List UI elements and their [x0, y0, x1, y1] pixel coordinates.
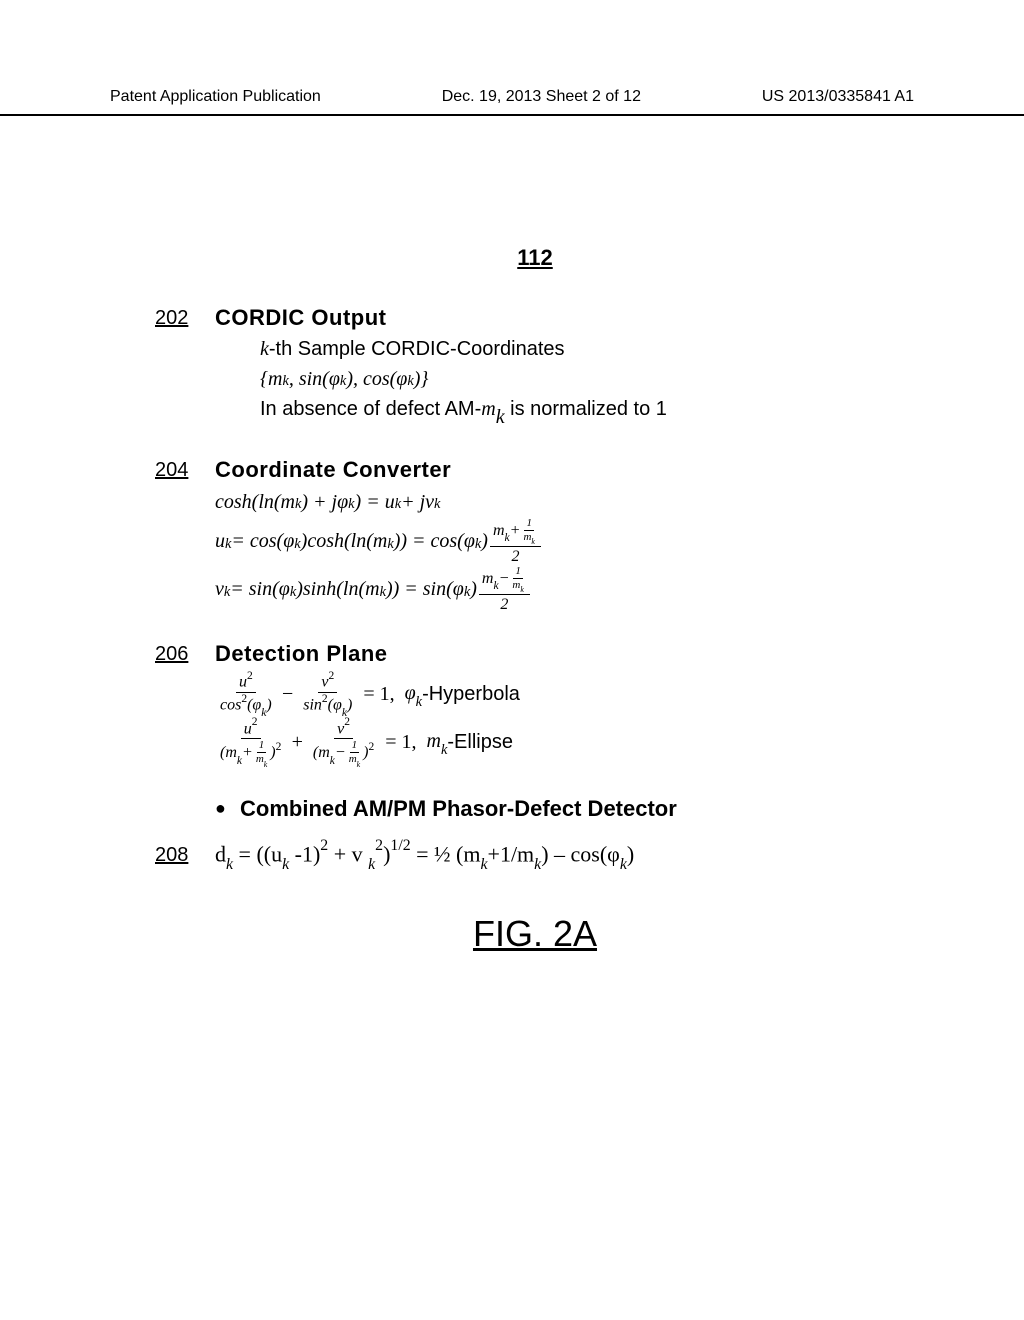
eq-204-2: uk = cos(φk)cosh(ln(mk)) = cos(φk) mk+1m… [215, 518, 915, 566]
frac-u: mk+1mk 2 [490, 518, 541, 566]
block-202: 202 CORDIC Output k-th Sample CORDIC-Coo… [155, 305, 915, 429]
figure-label: FIG. 2A [155, 913, 915, 955]
block-204-title: Coordinate Converter [215, 457, 915, 483]
block-206-title: Detection Plane [215, 641, 915, 667]
frac-v: mk−1mk 2 [479, 566, 530, 614]
block-204: 204 Coordinate Converter cosh(ln(mk) + j… [155, 457, 915, 613]
header-date-sheet: Dec. 19, 2013 Sheet 2 of 12 [442, 88, 641, 106]
block-208: 208 dk = ((uk -1)2 + v k2)1/2 = ½ (mk+1/… [155, 840, 915, 872]
eq-206-hyperbola: u2cos2(φk) − v2sin2(φk) = 1, φk-Hyperbol… [215, 671, 915, 717]
eq-204-1: cosh(ln(mk) + jφk) = uk + jvk [215, 487, 915, 518]
eq-206-ellipse: u2(mk+1mk)2 + v2(mk−1mk)2 = 1, mk-Ellips… [215, 718, 915, 768]
page-header: Patent Application Publication Dec. 19, … [0, 88, 1024, 116]
bullet-combined-detector: ● Combined AM/PM Phasor-Defect Detector [155, 796, 915, 822]
ref-206: 206 [155, 641, 215, 767]
eq-204-3: vk = sin(φk)sinh(ln(mk)) = sin(φk) mk−1m… [215, 566, 915, 614]
bullet-label: Combined AM/PM Phasor-Defect Detector [240, 796, 677, 822]
ref-202: 202 [155, 305, 215, 429]
section-reference-112: 112 [155, 245, 915, 271]
block-202-title: CORDIC Output [215, 305, 915, 331]
ref-208: 208 [155, 844, 215, 867]
eq-208: dk = ((uk -1)2 + v k2)1/2 = ½ (mk+1/mk) … [215, 840, 634, 872]
block-206: 206 Detection Plane u2cos2(φk) − v2sin2(… [155, 641, 915, 767]
bullet-icon: ● [215, 796, 240, 822]
header-publication: Patent Application Publication [110, 88, 321, 106]
block-202-line1: k-th Sample CORDIC-Coordinates [260, 335, 915, 364]
ref-204: 204 [155, 457, 215, 613]
block-202-line2: {mk, sin(φk), cos(φk)} [260, 364, 915, 395]
header-docket: US 2013/0335841 A1 [762, 88, 914, 106]
block-202-line3: In absence of defect AM-mk is normalized… [260, 395, 915, 429]
figure-content: 112 202 CORDIC Output k-th Sample CORDIC… [155, 245, 915, 955]
